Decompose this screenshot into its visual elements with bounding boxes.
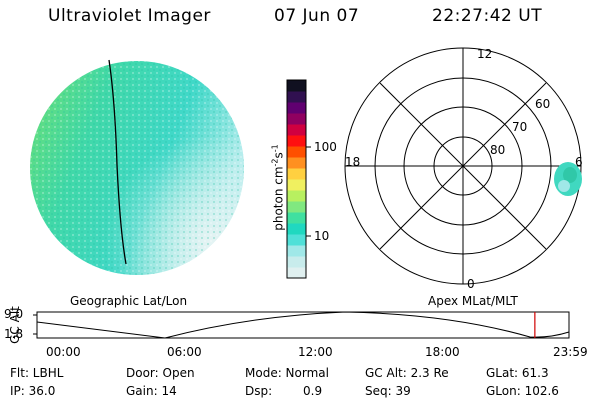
- door-info: Door: Open: [126, 366, 195, 380]
- colorbar-swatch: [287, 168, 306, 180]
- timeline-x-tick-1200: 12:00: [298, 345, 333, 359]
- colorbar-unit-text: photon cm: [271, 166, 286, 231]
- mlt-label-6: 6: [575, 155, 583, 169]
- instrument-title: Ultraviolet Imager: [48, 6, 211, 26]
- lat-label-70: 70: [512, 120, 528, 134]
- terminator-line: [108, 59, 127, 265]
- colorbar-frame: [286, 79, 307, 279]
- colorbar-swatch: [287, 245, 306, 257]
- mlt-label-12: 12: [477, 47, 493, 61]
- seq-info: Seq: 39: [365, 384, 411, 398]
- mlt-label-0: 0: [467, 277, 475, 291]
- colorbar-unit-exp1: -2: [270, 158, 280, 167]
- colorbar-swatch: [287, 135, 306, 147]
- colorbar-unit-mid: s: [271, 152, 286, 159]
- colorbar-swatch: [287, 146, 306, 158]
- timeline-y-tick-9: 9.0: [4, 307, 24, 321]
- lat-label-80: 80: [490, 143, 506, 157]
- polar-plot: [344, 47, 582, 285]
- colorbar-swatch: [287, 256, 306, 268]
- colorbar-swatch: [287, 179, 306, 191]
- colorbar-swatch: [287, 113, 306, 125]
- colorbar-unit-exp2: -1: [270, 144, 280, 153]
- left-panel-caption: Geographic Lat/Lon: [70, 294, 188, 308]
- timeline-x-tick-0000: 00:00: [46, 345, 81, 359]
- flt-info: Flt: LBHL: [10, 366, 64, 380]
- aurora-patch: [554, 162, 582, 196]
- right-panel-caption: Apex MLat/MLT: [428, 294, 518, 308]
- colorbar-swatch: [287, 80, 306, 92]
- timeline-x-tick-2359: 23:59: [553, 345, 588, 359]
- colorbar-swatch: [287, 267, 306, 279]
- colorbar-swatch: [287, 212, 306, 224]
- altitude-curve: [36, 311, 570, 339]
- colorbar-label-100: 100: [314, 140, 337, 154]
- colorbar-swatch: [287, 223, 306, 235]
- dsp-value: 0.9: [303, 384, 323, 398]
- timeline-y-tick-1-8: 1.8: [4, 327, 24, 341]
- colorbar-swatch: [287, 234, 306, 246]
- mlt-label-18: 18: [345, 155, 361, 169]
- glat-info: GLat: 61.3: [486, 366, 549, 380]
- glon-info: GLon: 102.6: [486, 384, 559, 398]
- colorbar-swatch: [287, 124, 306, 136]
- dsp-label: Dsp:: [245, 384, 273, 398]
- mode-info: Mode: Normal: [245, 366, 329, 380]
- colorbar-swatch: [287, 102, 306, 114]
- gc-alt-info: GC Alt: 2.3 Re: [365, 366, 449, 380]
- ip-info: IP: 36.0: [10, 384, 56, 398]
- colorbar-label-10: 10: [314, 229, 330, 243]
- timeline-plot: [33, 311, 570, 339]
- gain-info: Gain: 14: [126, 384, 177, 398]
- colorbar-swatch: [287, 157, 306, 169]
- time-label: 22:27:42 UT: [432, 6, 543, 26]
- date-label: 07 Jun 07: [274, 6, 360, 26]
- timeline-x-tick-1800: 18:00: [425, 345, 460, 359]
- colorbar-swatch: [287, 91, 306, 103]
- timeline-x-tick-0600: 06:00: [167, 345, 202, 359]
- lat-label-60: 60: [535, 97, 551, 111]
- colorbar-unit-label: photon cm-2s-1: [271, 128, 286, 248]
- colorbar: [287, 80, 306, 279]
- colorbar-swatch: [287, 190, 306, 202]
- geographic-disk: [30, 59, 244, 275]
- colorbar-swatch: [287, 201, 306, 213]
